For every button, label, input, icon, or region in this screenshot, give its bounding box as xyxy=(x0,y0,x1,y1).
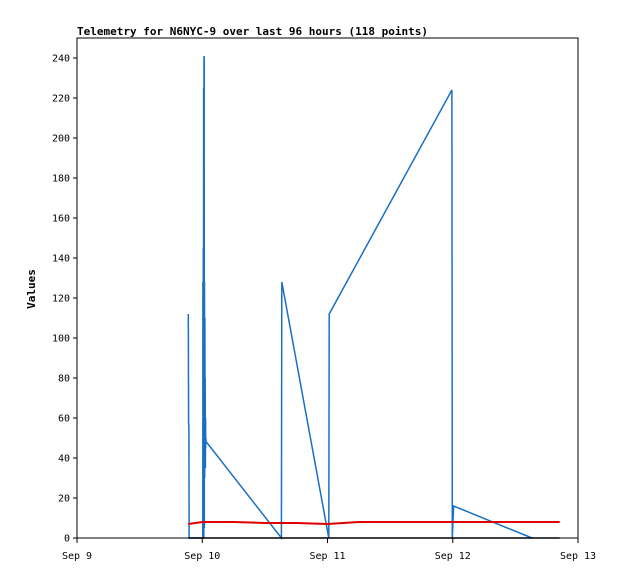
y-tick-label: 80 xyxy=(58,374,70,385)
x-tick-label: Sep 13 xyxy=(560,551,596,562)
series-layer xyxy=(187,55,560,541)
x-tick-label: Sep 12 xyxy=(435,551,471,562)
y-tick-label: 120 xyxy=(52,294,70,305)
x-tick-label: Sep 10 xyxy=(184,551,220,562)
y-axis-label: Values xyxy=(25,269,38,309)
y-tick-label: 100 xyxy=(52,334,70,345)
y-tick-label: 240 xyxy=(52,54,70,65)
y-tick-label: 140 xyxy=(52,254,70,265)
y-tick-label: 180 xyxy=(52,174,70,185)
plot-frame xyxy=(76,37,579,539)
y-tick-label: 40 xyxy=(58,454,70,465)
y-tick-label: 60 xyxy=(58,414,70,425)
y-tick-label: 20 xyxy=(58,494,70,505)
series-line-0 xyxy=(187,55,533,541)
x-tick-label: Sep 11 xyxy=(309,551,345,562)
x-axis: Sep 9 Sep 10 Sep 11 Sep 12 Sep 13 xyxy=(62,538,596,562)
y-tick-label: 160 xyxy=(52,214,70,225)
y-tick-label: 200 xyxy=(52,134,70,145)
y-tick-label: 220 xyxy=(52,94,70,105)
y-axis: 0 20 40 60 80 100 120 140 160 180 200 220 240 xyxy=(52,54,77,545)
chart-title: Telemetry for N6NYC-9 over last 96 hours… xyxy=(77,25,428,38)
series-line-1 xyxy=(188,521,560,526)
y-tick-label: 0 xyxy=(64,534,70,545)
x-tick-label: Sep 9 xyxy=(62,551,92,562)
